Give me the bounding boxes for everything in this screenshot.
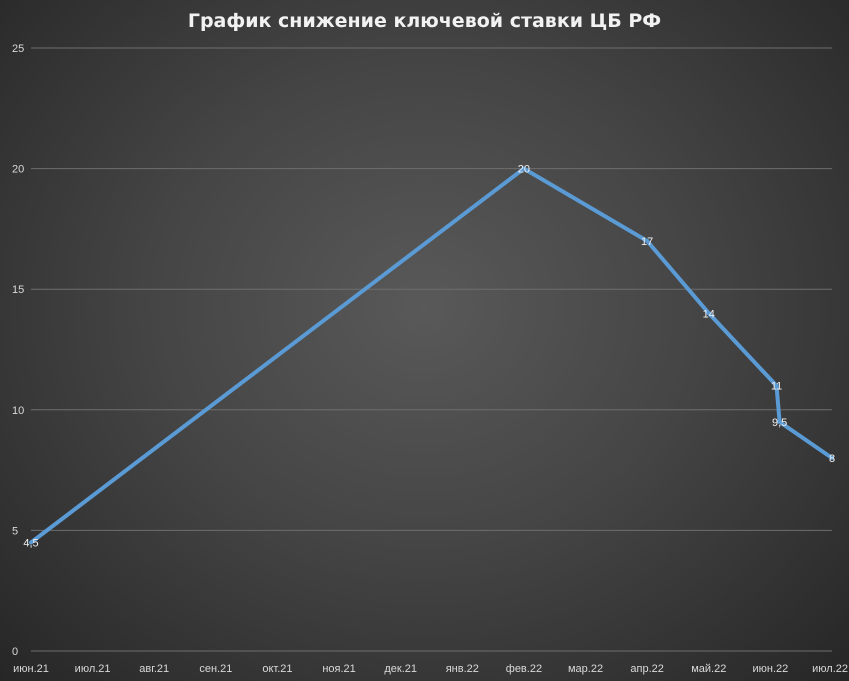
data-label: 17 [641, 236, 653, 248]
x-tick-label: авг.21 [139, 663, 169, 675]
y-tick-label: 15 [12, 284, 24, 296]
x-tick-label: июл.22 [812, 663, 848, 675]
chart-title: График снижение ключевой ставки ЦБ РФ [188, 10, 661, 32]
data-point [645, 238, 650, 243]
data-label: 20 [518, 164, 530, 176]
x-tick-label: мар.22 [568, 663, 603, 675]
data-point [830, 456, 834, 461]
data-point [774, 383, 779, 388]
x-tick-label: июн.22 [753, 663, 789, 675]
data-label: 4,5 [23, 537, 38, 549]
x-tick-label: апр.22 [630, 663, 663, 675]
y-tick-label: 5 [12, 525, 18, 537]
x-axis-ticks: июн.21 июл.21 авг.21 сен.21 окт.21 ноя.21 дек.… [13, 663, 848, 675]
data-point [521, 166, 526, 171]
x-tick-label: май.22 [691, 663, 726, 675]
x-tick-label: фев.22 [506, 663, 542, 675]
x-tick-label: дек.21 [384, 663, 417, 675]
y-tick-label: 0 [12, 646, 18, 658]
series-layer [29, 166, 834, 545]
x-tick-label: июл.21 [75, 663, 111, 675]
y-tick-label: 10 [12, 405, 24, 417]
x-tick-label: окт.21 [262, 663, 292, 675]
data-label: 14 [703, 308, 715, 320]
x-tick-label: янв.22 [446, 663, 479, 675]
grid-layer [31, 47, 832, 652]
x-tick-label: сен.21 [199, 663, 232, 675]
series-line [29, 166, 834, 545]
data-label: 8 [829, 453, 835, 465]
data-label: 11 [771, 381, 782, 393]
data-point [706, 311, 711, 316]
y-axis-ticks: 0 5 10 15 20 25 [12, 43, 24, 658]
x-tick-label: ноя.21 [322, 663, 355, 675]
data-point [29, 540, 33, 545]
x-tick-label: июн.21 [13, 663, 49, 675]
data-labels: 4,5 20 17 14 11 9,5 8 [23, 164, 835, 550]
y-tick-label: 25 [12, 43, 24, 55]
y-tick-label: 20 [12, 164, 24, 176]
data-label: 9,5 [772, 417, 787, 429]
data-point [777, 419, 782, 424]
